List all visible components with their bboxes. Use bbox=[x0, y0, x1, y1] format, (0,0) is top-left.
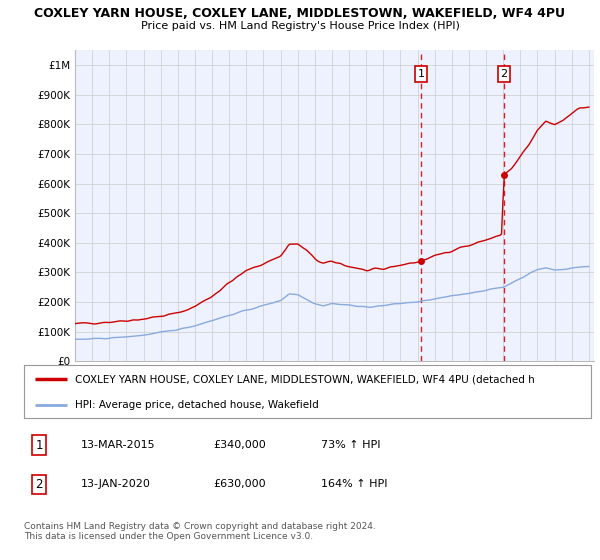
Text: COXLEY YARN HOUSE, COXLEY LANE, MIDDLESTOWN, WAKEFIELD, WF4 4PU (detached h: COXLEY YARN HOUSE, COXLEY LANE, MIDDLEST… bbox=[75, 375, 535, 385]
Text: HPI: Average price, detached house, Wakefield: HPI: Average price, detached house, Wake… bbox=[75, 400, 319, 410]
Text: 1: 1 bbox=[418, 69, 425, 79]
Text: COXLEY YARN HOUSE, COXLEY LANE, MIDDLESTOWN, WAKEFIELD, WF4 4PU: COXLEY YARN HOUSE, COXLEY LANE, MIDDLEST… bbox=[35, 7, 566, 20]
Text: 1: 1 bbox=[35, 438, 43, 452]
Text: 73% ↑ HPI: 73% ↑ HPI bbox=[321, 440, 380, 450]
Text: £630,000: £630,000 bbox=[213, 479, 266, 489]
Text: 164% ↑ HPI: 164% ↑ HPI bbox=[321, 479, 388, 489]
Text: 2: 2 bbox=[35, 478, 43, 491]
Text: 13-MAR-2015: 13-MAR-2015 bbox=[81, 440, 155, 450]
Text: 13-JAN-2020: 13-JAN-2020 bbox=[81, 479, 151, 489]
Text: Contains HM Land Registry data © Crown copyright and database right 2024.
This d: Contains HM Land Registry data © Crown c… bbox=[24, 522, 376, 542]
Text: 2: 2 bbox=[500, 69, 508, 79]
Text: Price paid vs. HM Land Registry's House Price Index (HPI): Price paid vs. HM Land Registry's House … bbox=[140, 21, 460, 31]
Text: £340,000: £340,000 bbox=[213, 440, 266, 450]
